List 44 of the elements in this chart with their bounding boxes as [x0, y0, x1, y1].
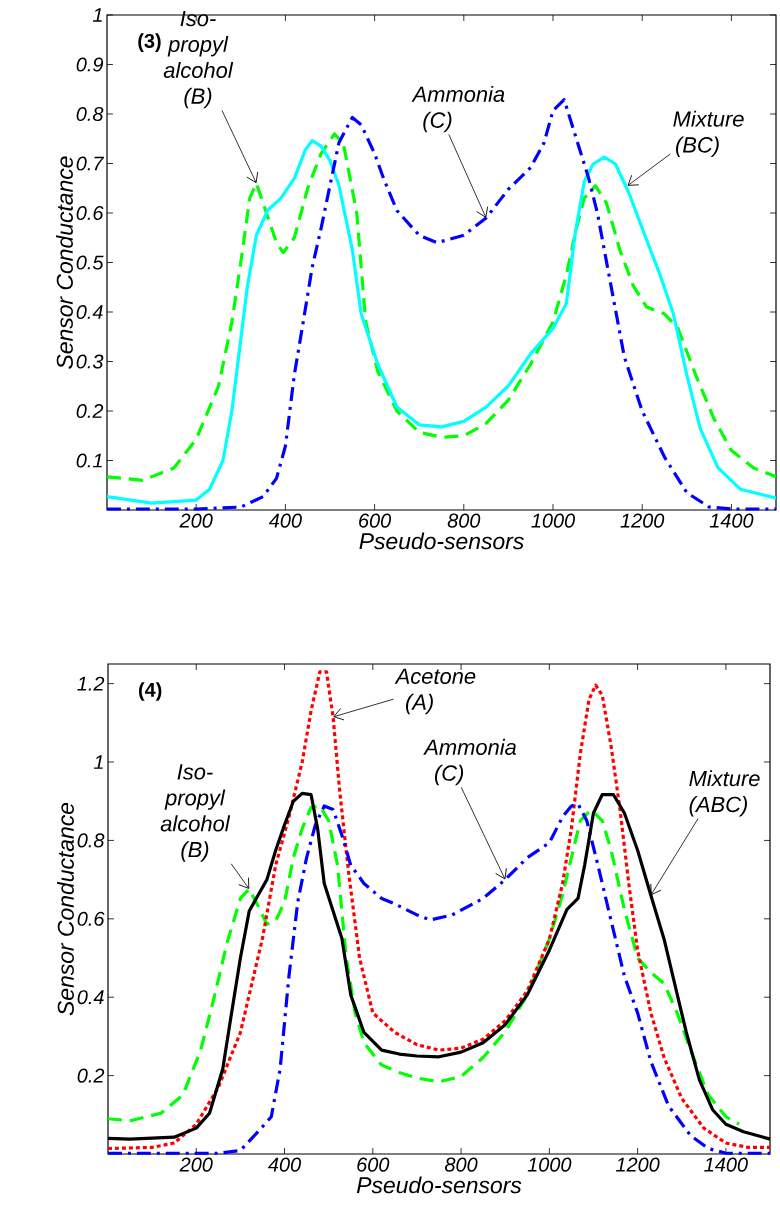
- y-axis-title: Sensor Conductance: [57, 802, 74, 1016]
- y-tick-label: 0.4: [76, 304, 103, 320]
- x-tick-label: 600: [357, 1157, 390, 1172]
- y-tick-label: 0.2: [77, 1068, 105, 1083]
- x-tick-label: 1000: [527, 1157, 572, 1172]
- annotation: Mixture (BC): [673, 110, 744, 157]
- x-axis-title: Pseudo-sensors: [359, 532, 524, 550]
- y-tick-label: 0.1: [76, 453, 102, 468]
- annotation: Ammonia (C): [423, 738, 517, 786]
- x-tick-label: 1000: [531, 513, 575, 528]
- line-series: [106, 670, 772, 1151]
- x-tick-label: 200: [179, 513, 213, 528]
- y-tick-label: 0.5: [76, 255, 104, 270]
- y-tick-label: 0.7: [76, 156, 105, 171]
- y-tick-label: 0.6: [76, 205, 104, 221]
- x-tick-label: 1400: [709, 513, 754, 528]
- annotation: (3): [138, 33, 161, 52]
- y-axis-title: Sensor Conductance: [56, 156, 73, 369]
- y-tick-label: 0.9: [76, 57, 104, 72]
- y-tick-label: 0.2: [76, 403, 104, 419]
- x-tick-label: 200: [179, 1157, 213, 1172]
- y-tick-label: 0.3: [76, 354, 104, 369]
- annotation: Ammonia (C): [411, 85, 505, 133]
- x-tick-label: 800: [444, 1157, 478, 1172]
- x-tick-label: 400: [268, 513, 302, 528]
- x-tick-label: 1200: [615, 1157, 660, 1172]
- annotation: Mixture (ABC): [689, 770, 760, 817]
- y-tick-label: 1: [92, 8, 102, 22]
- annotation: Iso-propyl alcohol (B): [163, 10, 234, 109]
- x-tick-label: 800: [447, 513, 481, 528]
- annotation: Iso-propyl alcohol (B): [160, 764, 231, 862]
- annotation: (4): [139, 682, 162, 701]
- y-tick-label: 0.8: [77, 833, 105, 848]
- y-tick-label: 0.6: [77, 911, 105, 926]
- y-tick-label: 0.8: [76, 106, 104, 122]
- x-tick-label: 1200: [620, 513, 665, 528]
- x-tick-label: 600: [359, 513, 392, 528]
- x-tick-label: 1400: [704, 1157, 748, 1172]
- annotation: Acetone (A): [394, 668, 476, 715]
- x-tick-label: 400: [268, 1157, 301, 1172]
- y-tick-label: 1.2: [77, 676, 105, 691]
- y-tick-label: 0.4: [77, 990, 104, 1005]
- x-axis-title: Pseudo-sensors: [356, 1176, 522, 1194]
- y-tick-label: 1: [93, 755, 103, 769]
